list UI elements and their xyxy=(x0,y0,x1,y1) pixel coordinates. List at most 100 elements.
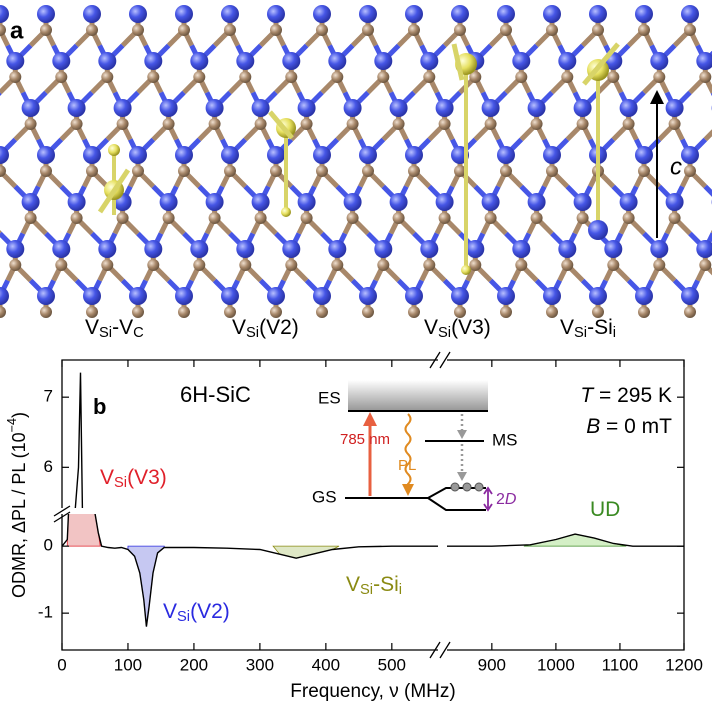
atom xyxy=(313,5,331,23)
atom xyxy=(481,99,500,117)
atom xyxy=(543,146,561,164)
atom xyxy=(40,24,52,36)
atom xyxy=(267,146,285,164)
atom xyxy=(374,52,393,70)
atom xyxy=(500,24,512,36)
atom xyxy=(389,99,408,117)
atom xyxy=(696,240,712,258)
atom xyxy=(512,52,531,70)
atom xyxy=(653,259,666,271)
atom xyxy=(132,306,144,318)
atom xyxy=(313,146,331,164)
atom xyxy=(9,259,22,271)
defect-atom xyxy=(281,207,291,217)
atom xyxy=(681,146,699,164)
atom xyxy=(530,212,543,224)
text-part: V xyxy=(346,573,360,596)
atom xyxy=(454,165,466,177)
atom xyxy=(144,52,163,70)
condition: B = 0 mT xyxy=(586,415,672,438)
atom xyxy=(316,24,328,36)
defect-label: VSi-VC xyxy=(85,316,144,341)
atom xyxy=(469,71,482,83)
script-text: i xyxy=(399,582,402,598)
condition-symbol: T xyxy=(580,384,595,407)
atom xyxy=(359,287,377,305)
spin-arrow xyxy=(451,43,465,81)
atom xyxy=(466,240,485,258)
defect-label: VSi(V3) xyxy=(424,316,491,341)
atom xyxy=(116,212,129,224)
atom xyxy=(681,5,699,23)
atom xyxy=(175,146,193,164)
atom xyxy=(607,71,620,83)
atom xyxy=(561,259,574,271)
atom xyxy=(392,212,405,224)
atom xyxy=(558,52,577,70)
atom xyxy=(681,287,699,305)
y-tick-label: 0 xyxy=(44,536,53,555)
atom xyxy=(438,118,451,130)
atom xyxy=(497,5,515,23)
atom xyxy=(377,71,390,83)
gs-level xyxy=(345,487,486,511)
atom xyxy=(405,5,423,23)
condition: T = 295 K xyxy=(580,384,672,407)
c-axis-arrowhead xyxy=(650,90,664,104)
atom xyxy=(423,259,436,271)
y-tick-label: 7 xyxy=(44,387,53,406)
atom xyxy=(83,5,101,23)
atom xyxy=(132,165,144,177)
axis-label: c xyxy=(670,153,682,180)
atom xyxy=(236,240,255,258)
atom xyxy=(497,146,515,164)
atom xyxy=(101,259,114,271)
atom xyxy=(665,99,684,117)
atom xyxy=(622,212,635,224)
sample-label: 6H-SiC xyxy=(180,382,251,407)
es-band xyxy=(348,380,488,410)
atom xyxy=(6,240,25,258)
atom xyxy=(159,99,178,117)
atom xyxy=(359,146,377,164)
atom xyxy=(438,212,451,224)
atom xyxy=(362,165,374,177)
atom xyxy=(24,212,37,224)
atom xyxy=(316,165,328,177)
atom xyxy=(343,193,362,211)
atom xyxy=(359,5,377,23)
atom xyxy=(224,165,236,177)
population xyxy=(450,482,460,492)
x-tick-label: 500 xyxy=(378,655,406,674)
text-part: -V xyxy=(112,316,133,339)
bond xyxy=(703,129,712,142)
atom xyxy=(98,240,117,258)
atom xyxy=(83,146,101,164)
atom xyxy=(684,165,696,177)
atom xyxy=(0,24,6,36)
script-text: Si xyxy=(360,582,373,598)
atom xyxy=(0,5,9,23)
y-axis-label: ODMR, ΔPL / PL (10−4) xyxy=(5,412,28,598)
atom xyxy=(619,193,638,211)
atom xyxy=(221,146,239,164)
atom xyxy=(328,240,347,258)
atom xyxy=(668,212,681,224)
atom xyxy=(423,71,436,83)
atom xyxy=(589,287,607,305)
condition-value: = 0 mT xyxy=(600,415,672,438)
defect-atom xyxy=(108,144,120,156)
atom xyxy=(86,165,98,177)
atom xyxy=(619,99,638,117)
atom xyxy=(420,52,439,70)
atom xyxy=(175,287,193,305)
atom xyxy=(208,118,221,130)
atom xyxy=(313,287,331,305)
atom xyxy=(159,193,178,211)
pl-arrowhead xyxy=(402,484,414,496)
atom xyxy=(527,193,546,211)
defect-overlays xyxy=(97,42,620,275)
x-tick-label: 1100 xyxy=(602,655,639,674)
atom xyxy=(607,259,620,271)
